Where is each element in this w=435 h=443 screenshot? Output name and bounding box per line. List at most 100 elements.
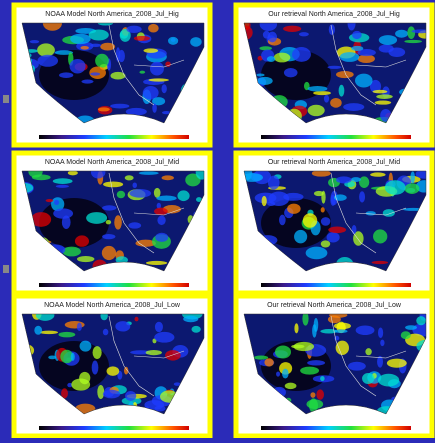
panel-title: NOAA Model North America_2008_Jul_Low bbox=[44, 302, 181, 309]
cloud-patch bbox=[273, 52, 291, 63]
map-outline bbox=[243, 313, 427, 415]
cloud-patch bbox=[244, 173, 263, 182]
cloud-patch bbox=[81, 79, 94, 84]
cloud-patch bbox=[103, 181, 124, 188]
cloud-patch bbox=[373, 229, 388, 244]
cloud-patch bbox=[48, 355, 57, 360]
cloud-patch bbox=[190, 37, 202, 47]
cloud-patch bbox=[279, 214, 286, 226]
cloud-patch bbox=[320, 329, 338, 334]
cloud-patch bbox=[168, 36, 179, 45]
panel: NOAA Model North America_2008_Jul_Mid bbox=[11, 150, 213, 296]
cloud-patch bbox=[323, 94, 330, 103]
cloud-patch bbox=[336, 176, 352, 184]
cloud-patch bbox=[410, 171, 415, 184]
cloud-patch bbox=[294, 229, 308, 244]
cloud-patch bbox=[347, 361, 366, 371]
cloud-patch bbox=[102, 328, 109, 336]
cloud-patch bbox=[54, 50, 74, 55]
cloud-patch bbox=[100, 314, 108, 321]
cloud-patch bbox=[412, 323, 426, 337]
cloud-patch bbox=[37, 43, 55, 57]
cloud-patch bbox=[326, 232, 340, 243]
cloud-patch bbox=[97, 23, 114, 26]
cloud-patch bbox=[153, 187, 161, 198]
cloud-patch bbox=[142, 86, 159, 100]
cloud-patch bbox=[407, 26, 416, 39]
cloud-patch bbox=[320, 217, 331, 226]
cloud-patch bbox=[69, 58, 86, 74]
cloud-patch bbox=[313, 317, 319, 332]
cloud-patch bbox=[86, 212, 108, 224]
cloud-patch bbox=[294, 323, 299, 334]
cloud-patch bbox=[307, 360, 326, 366]
cloud-patch bbox=[130, 350, 151, 355]
cloud-patch bbox=[282, 368, 289, 379]
colorbar bbox=[39, 426, 189, 430]
cloud-patch bbox=[45, 199, 54, 203]
side-marker bbox=[3, 95, 9, 103]
cloud-patch bbox=[70, 33, 91, 45]
cloud-patch bbox=[90, 72, 101, 76]
cloud-patch bbox=[259, 23, 278, 31]
cloud-patch bbox=[100, 42, 116, 51]
panel: Our retrieval North America_2008_Jul_Mid bbox=[233, 150, 435, 296]
cloud-patch bbox=[34, 325, 43, 335]
map-outline bbox=[243, 22, 427, 124]
cloud-patch bbox=[161, 84, 167, 94]
cloud-patch bbox=[274, 345, 292, 359]
cloud-patch bbox=[283, 67, 298, 78]
cloud-patch bbox=[334, 329, 348, 333]
cloud-patch bbox=[76, 322, 82, 332]
cloud-patch bbox=[74, 235, 90, 247]
panel: Our retrieval North America_2008_Jul_Low bbox=[233, 293, 435, 439]
cloud-patch bbox=[257, 76, 273, 85]
cloud-patch bbox=[42, 23, 62, 31]
colorbar bbox=[39, 283, 189, 287]
cloud-patch bbox=[333, 194, 347, 201]
cloud-patch bbox=[126, 25, 142, 34]
cloud-patch bbox=[291, 344, 305, 349]
colorbar bbox=[261, 283, 411, 287]
dark-region bbox=[261, 198, 331, 248]
panel-title: Our retrieval North America_2008_Jul_Mid bbox=[268, 159, 400, 166]
cloud-patch bbox=[320, 207, 325, 213]
cloud-patch bbox=[88, 29, 109, 41]
map-outline bbox=[21, 313, 205, 415]
cloud-patch bbox=[264, 358, 274, 367]
map-outline bbox=[21, 170, 205, 272]
cloud-patch bbox=[37, 54, 59, 67]
cloud-patch bbox=[123, 366, 129, 375]
cloud-patch bbox=[129, 189, 152, 198]
cloud-patch bbox=[310, 392, 316, 398]
cloud-patch bbox=[351, 45, 364, 51]
cloud-patch bbox=[138, 171, 159, 175]
cloud-patch bbox=[350, 177, 362, 182]
cloud-patch bbox=[395, 29, 409, 38]
colorbar bbox=[261, 135, 411, 139]
cloud-patch bbox=[67, 171, 78, 176]
cloud-patch bbox=[97, 107, 110, 112]
cloud-patch bbox=[384, 180, 406, 195]
map bbox=[244, 171, 426, 271]
cloud-patch bbox=[327, 315, 341, 324]
cloud-patch bbox=[102, 233, 116, 240]
panel-title: Our retrieval North America_2008_Jul_Low bbox=[267, 302, 402, 309]
cloud-patch bbox=[372, 89, 388, 94]
cloud-patch bbox=[135, 239, 156, 247]
cloud-patch bbox=[415, 171, 426, 179]
coastline bbox=[330, 172, 407, 254]
cloud-patch bbox=[92, 346, 102, 360]
coastline bbox=[330, 315, 407, 397]
cloud-patch bbox=[338, 84, 345, 97]
cloud-patch bbox=[256, 73, 265, 77]
cloud-patch bbox=[156, 202, 161, 209]
cloud-patch bbox=[97, 384, 105, 400]
cloud-patch bbox=[377, 355, 384, 368]
cloud-patch bbox=[79, 340, 92, 352]
cloud-patch bbox=[377, 373, 400, 387]
cloud-patch bbox=[143, 48, 159, 53]
cloud-patch bbox=[335, 340, 349, 356]
cloud-patch bbox=[102, 205, 117, 211]
